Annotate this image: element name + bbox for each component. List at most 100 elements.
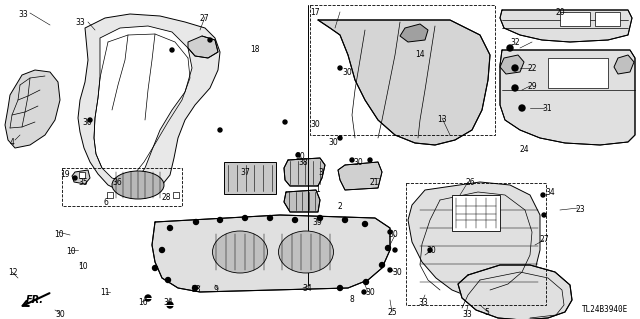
Circle shape xyxy=(364,279,369,285)
Polygon shape xyxy=(284,190,320,212)
Bar xyxy=(595,12,620,26)
Bar xyxy=(452,195,500,231)
Text: 24: 24 xyxy=(520,145,530,154)
Text: 8: 8 xyxy=(350,295,355,304)
Text: 6: 6 xyxy=(104,198,109,207)
Circle shape xyxy=(170,48,174,52)
Text: 9: 9 xyxy=(214,285,219,294)
Circle shape xyxy=(296,153,300,157)
Text: 30: 30 xyxy=(328,138,338,147)
Text: 20: 20 xyxy=(555,8,564,17)
Text: 30: 30 xyxy=(55,310,65,319)
Circle shape xyxy=(428,248,432,252)
Text: 30: 30 xyxy=(426,246,436,255)
Circle shape xyxy=(542,213,546,217)
Text: 37: 37 xyxy=(240,168,250,177)
Circle shape xyxy=(507,45,513,51)
Bar xyxy=(62,168,182,206)
Circle shape xyxy=(167,302,173,308)
Text: 3: 3 xyxy=(318,168,323,177)
Polygon shape xyxy=(500,50,635,145)
Text: 27: 27 xyxy=(200,14,210,23)
Text: 34: 34 xyxy=(545,188,555,197)
Text: 29: 29 xyxy=(528,82,538,91)
Text: 34: 34 xyxy=(302,284,312,293)
Text: 16: 16 xyxy=(138,298,148,307)
Circle shape xyxy=(393,248,397,252)
Circle shape xyxy=(152,265,157,271)
Circle shape xyxy=(388,268,392,272)
Circle shape xyxy=(218,128,222,132)
Text: 2: 2 xyxy=(338,202,343,211)
Circle shape xyxy=(292,218,298,222)
Polygon shape xyxy=(338,162,382,190)
Text: 21: 21 xyxy=(370,178,380,187)
Text: 30: 30 xyxy=(365,288,375,297)
Circle shape xyxy=(541,193,545,197)
Polygon shape xyxy=(78,14,220,195)
Circle shape xyxy=(342,218,348,222)
Ellipse shape xyxy=(112,171,164,199)
Circle shape xyxy=(385,246,390,250)
Text: 39: 39 xyxy=(312,218,322,227)
Text: 30: 30 xyxy=(342,68,352,77)
Circle shape xyxy=(168,226,173,231)
Text: 19: 19 xyxy=(60,170,70,179)
Circle shape xyxy=(512,85,518,91)
Text: 10: 10 xyxy=(54,230,63,239)
Text: 1: 1 xyxy=(315,185,320,194)
Circle shape xyxy=(243,216,248,220)
Text: TL24B3940E: TL24B3940E xyxy=(582,305,628,314)
Text: 30: 30 xyxy=(392,268,402,277)
Circle shape xyxy=(338,136,342,140)
Text: 5: 5 xyxy=(484,308,489,317)
Circle shape xyxy=(350,158,354,162)
Polygon shape xyxy=(458,265,572,319)
Polygon shape xyxy=(614,55,634,74)
Polygon shape xyxy=(94,26,192,182)
Circle shape xyxy=(193,286,198,291)
Circle shape xyxy=(519,105,525,111)
Bar xyxy=(548,58,608,88)
Text: FR.: FR. xyxy=(26,295,44,305)
Text: 34: 34 xyxy=(163,298,173,307)
Text: 10: 10 xyxy=(78,262,88,271)
Text: 12: 12 xyxy=(8,268,17,277)
Bar xyxy=(310,5,495,135)
Text: 14: 14 xyxy=(415,50,424,59)
Polygon shape xyxy=(400,24,428,42)
Text: 26: 26 xyxy=(465,178,475,187)
Polygon shape xyxy=(284,158,325,186)
Text: 32: 32 xyxy=(510,38,520,47)
Text: 27: 27 xyxy=(540,235,550,244)
Polygon shape xyxy=(500,10,632,42)
Circle shape xyxy=(88,118,92,122)
Text: 28: 28 xyxy=(192,285,202,294)
Text: 31: 31 xyxy=(542,104,552,113)
Circle shape xyxy=(145,295,151,301)
Circle shape xyxy=(208,38,212,42)
Text: 33: 33 xyxy=(462,310,472,319)
Text: 35: 35 xyxy=(78,178,88,187)
Polygon shape xyxy=(5,70,60,148)
Text: 33: 33 xyxy=(75,18,84,27)
Text: 30: 30 xyxy=(310,120,320,129)
Text: 11: 11 xyxy=(100,288,109,297)
Text: 22: 22 xyxy=(528,64,538,73)
Bar xyxy=(107,192,113,198)
Text: 25: 25 xyxy=(388,308,397,317)
Bar xyxy=(79,172,85,178)
Text: 30: 30 xyxy=(82,118,92,127)
Text: 23: 23 xyxy=(575,205,584,214)
Circle shape xyxy=(337,286,342,291)
Circle shape xyxy=(368,158,372,162)
Polygon shape xyxy=(188,36,218,58)
Polygon shape xyxy=(152,215,390,292)
Circle shape xyxy=(193,219,198,225)
Circle shape xyxy=(380,263,385,268)
Circle shape xyxy=(283,120,287,124)
Polygon shape xyxy=(318,20,490,145)
Text: 38: 38 xyxy=(298,158,308,167)
Circle shape xyxy=(218,218,223,222)
Text: 33: 33 xyxy=(18,10,28,19)
